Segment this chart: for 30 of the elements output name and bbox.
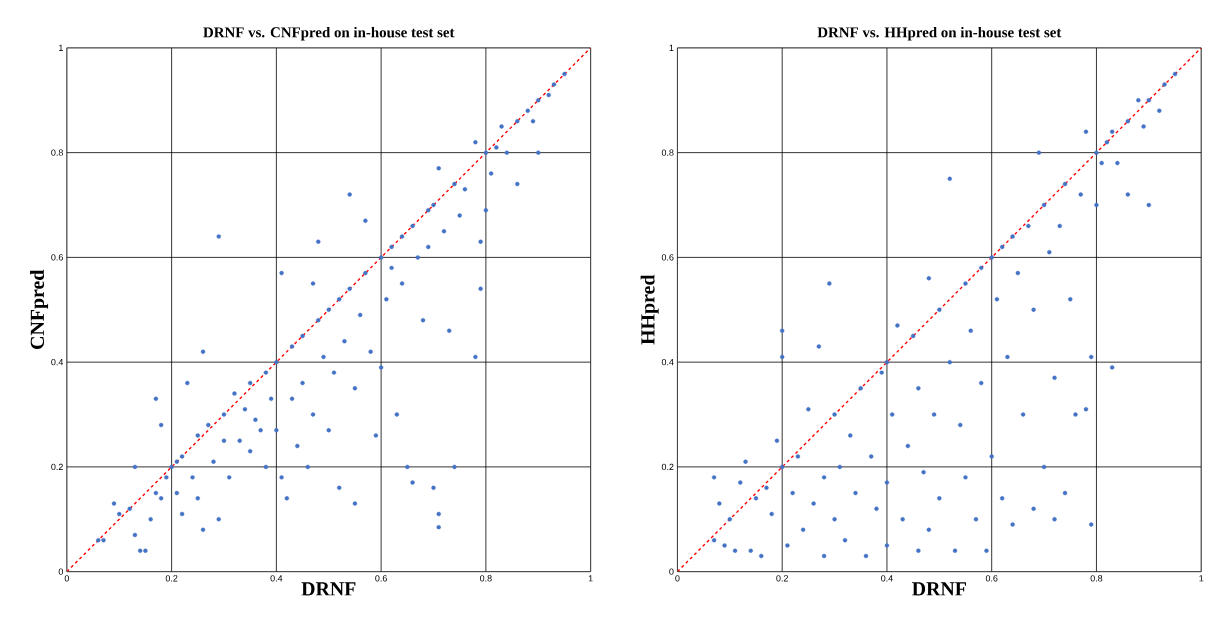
chart-title: DRNF vs. CNFpred on in-house test set	[203, 27, 455, 41]
x-tick-label: 0.2	[165, 575, 178, 582]
y-tick-label: 0.8	[661, 149, 674, 157]
y-axis-title: CNFpred	[30, 270, 49, 350]
x-tick-label: 1	[588, 575, 593, 582]
x-axis-title: DRNF	[301, 582, 356, 596]
y-tick-label: 0.8	[51, 149, 63, 157]
x-tick-label: 0	[64, 575, 69, 582]
x-tick-label: 1	[1199, 575, 1204, 582]
x-tick-label: 0.4	[270, 575, 283, 582]
x-tick-label: 0	[675, 575, 680, 582]
y-tick-label: 0.4	[661, 359, 674, 366]
x-tick-label: 0.8	[480, 575, 492, 582]
x-tick-label: 0.2	[776, 575, 788, 582]
y-tick-label: 0	[669, 568, 674, 576]
y-tick-label: 1	[669, 45, 674, 52]
y-axis-title: HHpred	[640, 275, 659, 345]
y-tick-label: 0.6	[51, 254, 63, 261]
y-tick-label: 1	[59, 45, 63, 52]
y-tick-label: 0.2	[51, 463, 63, 471]
x-tick-label: 0.4	[881, 575, 893, 582]
x-tick-label: 0.8	[1090, 575, 1103, 582]
y-tick-label: 0.4	[51, 359, 64, 366]
x-tick-label: 0.6	[985, 575, 998, 582]
y-tick-label: 0	[58, 568, 63, 576]
y-tick-label: 0.2	[661, 463, 674, 471]
y-tick-label: 0.6	[661, 254, 674, 261]
chart-title: DRNF vs. HHpred on in-house test set	[817, 27, 1062, 41]
x-axis-title: DRNF	[912, 582, 966, 596]
x-tick-label: 0.6	[375, 575, 387, 582]
